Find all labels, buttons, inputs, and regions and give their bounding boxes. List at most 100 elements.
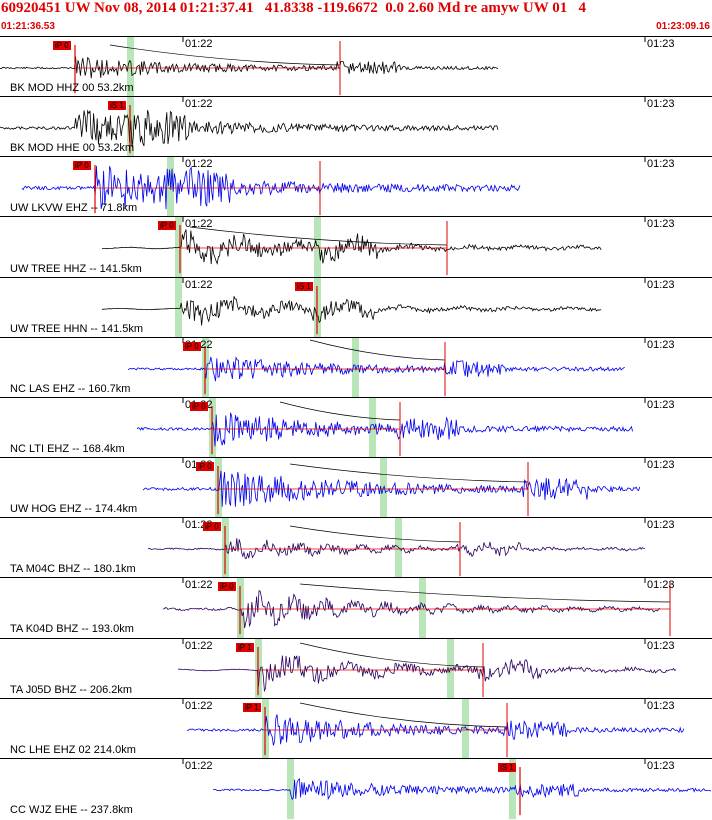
minute-label: 01:23	[647, 218, 675, 231]
minute-label: 01:22	[185, 218, 213, 231]
phase-window-band	[462, 698, 469, 759]
waveform-trace	[101, 295, 602, 326]
minute-label: 01:23	[647, 398, 675, 411]
channel-label: BK MOD HHE 00 53.2km	[10, 142, 135, 155]
coda-decay-curve	[309, 339, 446, 361]
phase-window-band	[369, 397, 376, 459]
waveform-trace	[136, 412, 633, 447]
waveform-trace	[162, 590, 661, 629]
coda-decay-curve	[289, 463, 529, 483]
minute-label: 01:23	[647, 699, 675, 712]
channel-panel[interactable]: 01:22 01:23 iP 1 NC LHE EHZ 02 214.0km	[0, 697, 712, 759]
window-end-time: 01:23:09.16	[656, 21, 710, 32]
phase-pick-badge[interactable]: iS 1	[498, 762, 516, 772]
channel-panel[interactable]: 01:22 01:23 iS 1 CC WJZ EHE -- 237.8km	[0, 757, 712, 819]
waveform-trace	[178, 655, 677, 692]
waveform-plot	[127, 337, 646, 398]
minute-label: 01:23	[647, 579, 675, 592]
waveform-trace	[101, 229, 602, 266]
phase-window-band	[509, 758, 516, 819]
minute-label: 01:23	[647, 98, 675, 111]
minute-label: 01:22	[185, 759, 213, 772]
coda-decay-curve	[109, 44, 341, 66]
waveform-trace	[212, 777, 712, 801]
minute-label: 01:23	[647, 519, 675, 532]
channel-label: NC LTI EHZ -- 168.4km	[10, 443, 125, 456]
waveform-trace	[0, 109, 499, 148]
coda-decay-curve	[299, 702, 508, 727]
phase-pick-badge[interactable]: iP 1	[243, 702, 261, 712]
phase-pick-badge[interactable]: iP 0	[190, 401, 208, 411]
coda-decay-curve	[189, 227, 448, 246]
channel-label: NC LAS EHZ -- 160.7km	[10, 382, 131, 395]
channel-panel[interactable]: 01:22 01:23 iP 0 TA M04C BHZ -- 180.1km	[0, 517, 712, 579]
waveform-plot	[136, 397, 646, 459]
phase-pick-badge[interactable]: iP 0	[196, 462, 214, 472]
phase-pick-badge[interactable]: iP 0	[218, 582, 236, 592]
phase-window-band	[175, 277, 182, 338]
event-header: 60920451 UW Nov 08, 2014 01:21:37.41 41.…	[0, 0, 712, 36]
minute-label: 01:23	[647, 639, 675, 652]
channel-panel[interactable]: 01:22 01:23 iS 1 UW TREE HHN -- 141.5km	[0, 276, 712, 338]
channel-panel[interactable]: 01:22 01:23 iP 0 UW LKVW EHZ -- 71.8km	[0, 156, 712, 218]
channel-label: UW TREE HHN -- 141.5km	[10, 322, 144, 335]
phase-pick-badge[interactable]: iP 0	[158, 221, 176, 231]
coda-decay-curve	[289, 525, 461, 543]
waveform-trace	[21, 166, 521, 210]
phase-pick-badge[interactable]: iP 0	[183, 341, 201, 351]
phase-pick-badge[interactable]: iP 1	[236, 642, 254, 652]
waveform-plot	[0, 37, 646, 98]
minute-label: 01:22	[185, 579, 213, 592]
channel-label: TA K04D BHZ -- 193.0km	[10, 623, 134, 636]
channel-label: TA J05D BHZ -- 206.2km	[10, 683, 133, 696]
phase-pick-badge[interactable]: iP 0	[203, 522, 221, 532]
minute-label: 01:23	[647, 38, 675, 50]
minute-label: 01:22	[185, 278, 213, 291]
channel-panel[interactable]: 01:22 01:23 iS 1 BK MOD HHE 00 53.2km	[0, 96, 712, 158]
phase-pick-badge[interactable]: iS 1	[295, 281, 313, 291]
phase-window-band	[419, 578, 426, 639]
waveform-trace	[186, 713, 685, 746]
waveform-plot	[182, 758, 712, 819]
phase-pick-badge[interactable]: iS 1	[108, 101, 126, 111]
waveform-trace	[0, 56, 499, 79]
channel-label: UW HOG EHZ -- 174.4km	[10, 503, 138, 516]
waveform-plot	[101, 277, 646, 338]
waveform-trace	[147, 538, 645, 559]
phase-window-band	[127, 37, 134, 98]
waveform-plot	[0, 97, 646, 158]
minute-label: 01:22	[185, 98, 213, 111]
channel-label: NC LHE EHZ 02 214.0km	[10, 743, 136, 756]
seismogram-panels: 01:22 01:23 iP 0 BK MOD HHZ 00 53.2km 01:22 0…	[0, 36, 712, 819]
channel-label: TA M04C BHZ -- 180.1km	[10, 563, 136, 576]
phase-pick-badge[interactable]: iP 0	[53, 41, 71, 50]
channel-label: CC WJZ EHE -- 237.8km	[10, 803, 133, 816]
channel-panel[interactable]: 01:22 01:23 iP 0 UW TREE HHZ -- 141.5km	[0, 216, 712, 278]
waveform-plot	[142, 458, 646, 519]
minute-label: 01:22	[185, 158, 213, 171]
event-title: 60920451 UW Nov 08, 2014 01:21:37.41 41.…	[1, 0, 586, 16]
channel-panel[interactable]: 01:22 01:23 iP 1 TA J05D BHZ -- 206.2km	[0, 637, 712, 699]
waveform-trace	[142, 470, 641, 507]
waveform-plot	[21, 157, 646, 218]
waveform-plot	[162, 578, 671, 639]
minute-label: 01:23	[647, 459, 675, 472]
coda-decay-curve	[279, 401, 401, 421]
waveform-trace	[127, 355, 625, 382]
channel-panel[interactable]: 01:22 01:23 iP 0 TA K04D BHZ -- 193.0km	[0, 577, 712, 639]
waveform-plot	[182, 698, 685, 759]
waveform-plot	[101, 217, 646, 278]
channel-label: UW TREE HHZ -- 141.5km	[10, 262, 142, 275]
channel-panel[interactable]: 01:22 01:23 iP 0 BK MOD HHZ 00 53.2km	[0, 36, 712, 98]
minute-label: 01:23	[647, 338, 675, 351]
phase-window-band	[287, 758, 294, 819]
waveform-plot	[147, 518, 646, 579]
minute-label: 01:23	[647, 278, 675, 291]
coda-decay-curve	[299, 583, 671, 603]
phase-pick-badge[interactable]: iP 0	[73, 161, 91, 171]
coda-decay-curve	[299, 642, 484, 667]
window-start-time: 01:21:36.53	[1, 21, 55, 32]
